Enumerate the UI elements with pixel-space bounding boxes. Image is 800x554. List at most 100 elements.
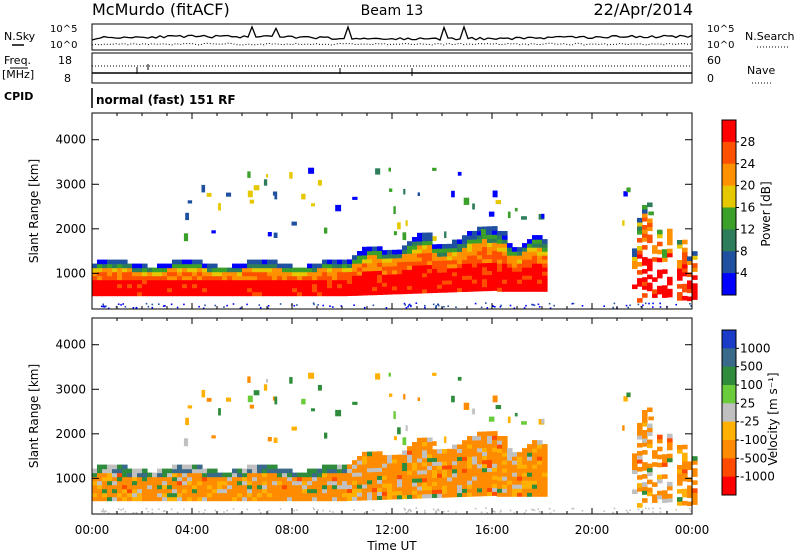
velocity-cell <box>522 460 528 465</box>
velocity-cell <box>467 492 473 497</box>
power-cell <box>432 236 437 241</box>
velocity-cell <box>362 467 368 473</box>
power-cell <box>477 238 483 244</box>
velocity-cell <box>462 444 468 449</box>
velocity-cell <box>122 496 128 502</box>
power-cell <box>492 266 498 271</box>
velocity-cell <box>112 468 118 474</box>
velocity-cell <box>162 472 168 478</box>
velocity-cell <box>207 468 213 474</box>
velocity-cell <box>472 476 478 481</box>
velocity-cell <box>542 476 548 481</box>
power-cell <box>97 287 103 293</box>
velocity-cell <box>122 480 128 486</box>
power-cell <box>402 265 408 270</box>
power-cell <box>517 247 523 252</box>
velocity-cell <box>147 476 153 482</box>
velocity-cell <box>417 453 423 459</box>
power-cell <box>92 279 98 285</box>
velocity-cell <box>107 464 113 470</box>
power-cell <box>437 280 443 285</box>
velocity-cell <box>657 438 663 444</box>
velocity-cell <box>182 492 188 498</box>
power-cell <box>537 267 543 272</box>
power-cell <box>202 291 208 297</box>
velocity-cell <box>467 488 473 493</box>
velocity-cell <box>422 465 428 471</box>
power-cell <box>407 249 413 254</box>
velocity-cell <box>272 480 278 486</box>
velocity-cell <box>692 480 698 485</box>
power-cell <box>532 283 538 288</box>
power-cell <box>266 174 269 178</box>
power-cell <box>327 287 333 293</box>
power-cell <box>502 263 508 268</box>
velocity-cell <box>162 484 168 490</box>
power-cell <box>537 279 543 284</box>
velocity-cell <box>690 510 692 512</box>
power-cell <box>197 283 203 289</box>
power-cell <box>282 279 288 285</box>
power-cell <box>457 283 463 289</box>
power-cell <box>357 259 363 264</box>
power-cell <box>162 267 168 273</box>
power-cell <box>297 275 303 281</box>
power-cell <box>142 271 148 277</box>
power-cell <box>527 275 533 280</box>
velocity-cell <box>252 472 258 478</box>
power-cell <box>197 291 203 297</box>
velocity-cell <box>282 476 288 482</box>
power-cell <box>422 280 428 286</box>
velocity-cell <box>507 448 513 453</box>
velocity-cell <box>408 508 411 511</box>
power-cell <box>642 233 648 238</box>
power-cell <box>692 267 698 272</box>
velocity-cell <box>122 468 128 474</box>
velocity-cell <box>102 510 105 513</box>
power-cell <box>332 271 338 277</box>
power-cell <box>237 287 243 293</box>
velocity-cell <box>402 466 408 471</box>
velocity-cell <box>367 471 373 477</box>
power-cell <box>687 272 693 277</box>
velocity-cell <box>447 460 453 466</box>
power-cell <box>242 279 248 285</box>
velocity-cell <box>648 507 650 510</box>
power-cell <box>377 290 383 295</box>
velocity-cell <box>218 408 221 416</box>
velocity-cell <box>177 496 183 502</box>
velocity-cell <box>357 456 363 461</box>
power-cell <box>467 239 473 244</box>
power-cell <box>522 279 528 284</box>
power-cell <box>142 263 148 269</box>
power-cell <box>417 192 420 196</box>
power-cell <box>507 263 513 268</box>
power-cell <box>517 259 523 264</box>
velocity-cell <box>222 476 228 482</box>
velocity-cell <box>647 431 653 437</box>
velocity-cell <box>162 480 168 486</box>
power-cell <box>197 263 203 269</box>
power-cell <box>572 302 575 305</box>
velocity-cell <box>537 472 543 477</box>
velocity-cell <box>342 480 348 486</box>
velocity-cell <box>252 480 258 486</box>
power-cell <box>502 259 508 264</box>
velocity-cell <box>492 443 498 448</box>
power-cell <box>477 226 483 232</box>
power-cell <box>372 286 378 292</box>
power-cell <box>422 288 428 294</box>
power-cell <box>385 307 388 309</box>
colorbar-swatch <box>722 403 736 423</box>
power-cell <box>252 263 258 269</box>
power-cell <box>487 250 493 255</box>
velocity-cell <box>492 475 498 480</box>
power-cell <box>682 259 688 265</box>
velocity-cell <box>322 468 328 474</box>
power-cell <box>207 279 213 285</box>
velocity-cell <box>512 460 518 465</box>
power-cell <box>502 287 508 292</box>
power-cell <box>647 238 653 244</box>
power-cell <box>222 275 228 281</box>
